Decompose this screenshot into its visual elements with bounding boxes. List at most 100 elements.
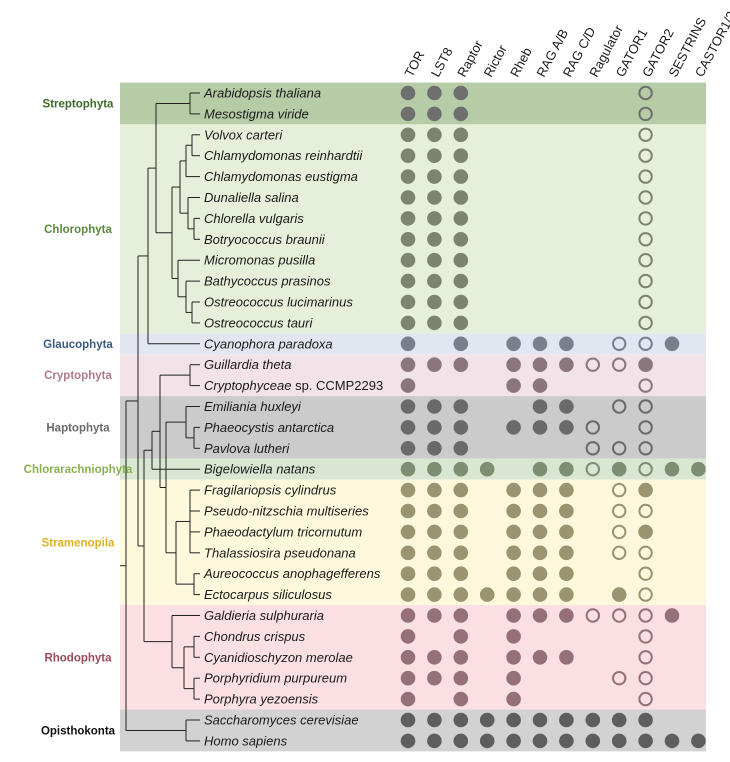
present-marker: [453, 733, 469, 749]
partial-marker: [585, 420, 600, 435]
partial-marker: [612, 482, 627, 498]
present-marker: [400, 733, 416, 749]
present-marker: [400, 587, 416, 602]
present-marker: [400, 461, 416, 477]
clade-label-chlorophyta: Chlorophyta: [44, 224, 112, 236]
present-marker: [506, 420, 521, 435]
species-name: Aureococcus anophagefferens: [203, 566, 381, 581]
present-marker: [400, 712, 416, 728]
partial-marker: [638, 691, 653, 707]
present-marker: [427, 294, 442, 310]
present-marker: [691, 733, 706, 749]
species-name-part: Pavlova lutheri: [204, 441, 290, 456]
species-name: Chlamydomonas eustigma: [204, 169, 358, 184]
clade-band-stramenopila: [120, 479, 706, 606]
present-marker: [611, 587, 627, 602]
present-marker: [532, 378, 548, 393]
column-header-rictor: Rictor: [481, 42, 510, 80]
present-marker: [400, 127, 416, 143]
species-name-part: Chlamydomonas reinhardtii: [204, 148, 363, 163]
species-name: Dunaliella salina: [204, 190, 299, 205]
present-marker: [400, 441, 416, 456]
species-name-part: Ectocarpus siliculosus: [204, 587, 332, 602]
present-marker: [559, 733, 574, 749]
present-marker: [506, 733, 521, 749]
present-marker: [453, 441, 469, 456]
species-name: Ostreococcus lucimarinus: [204, 295, 353, 310]
present-marker: [400, 211, 416, 226]
present-marker: [400, 670, 416, 686]
present-marker: [427, 211, 442, 226]
partial-marker: [612, 545, 627, 560]
present-marker: [532, 524, 548, 540]
presence-markers: [400, 85, 706, 749]
species-name: Saccharomyces cerevisiae: [204, 713, 359, 728]
present-marker: [400, 503, 416, 519]
present-marker: [506, 712, 521, 728]
present-marker: [611, 733, 627, 749]
species-name: Porphyra yezoensis: [204, 692, 319, 707]
partial-marker: [638, 336, 653, 351]
present-marker: [611, 461, 627, 477]
present-marker: [532, 566, 548, 581]
present-marker: [453, 545, 469, 561]
species-name-part: Phaeodactylum tricornutum: [204, 524, 362, 539]
present-marker: [559, 420, 574, 435]
partial-marker: [638, 545, 653, 560]
species-name-part: Cyanidioschyzon merolae: [204, 650, 353, 665]
species-name: Mesostigma viride: [204, 106, 309, 121]
present-marker: [532, 461, 548, 477]
partial-marker: [612, 336, 627, 351]
present-marker: [427, 441, 442, 456]
present-marker: [400, 85, 416, 101]
species-name: Chlamydomonas reinhardtii: [204, 148, 363, 163]
partial-marker: [638, 85, 653, 101]
present-marker: [427, 461, 442, 477]
column-header-lst8: LST8: [428, 45, 456, 79]
present-marker: [664, 733, 680, 749]
present-marker: [427, 608, 442, 623]
present-marker: [559, 461, 574, 477]
present-marker: [453, 587, 469, 602]
present-marker: [400, 524, 416, 540]
species-name-part: Cyanophora paradoxa: [204, 336, 333, 351]
present-marker: [506, 587, 521, 602]
present-marker: [559, 336, 574, 352]
present-marker: [611, 712, 627, 728]
present-marker: [427, 315, 442, 331]
present-marker: [559, 608, 574, 623]
present-marker: [427, 399, 442, 414]
present-marker: [559, 524, 574, 540]
partial-marker: [638, 608, 653, 623]
partial-marker: [638, 127, 653, 143]
phylogenetic-tree: [120, 92, 200, 742]
species-name: Thalassiosira pseudonana: [204, 545, 356, 560]
present-marker: [427, 357, 442, 373]
partial-marker: [638, 253, 653, 268]
species-name-part: Thalassiosira pseudonana: [204, 545, 356, 560]
species-name: Micromonas pusilla: [204, 253, 315, 268]
species-name: Pseudo-nitzschia multiseries: [204, 504, 369, 519]
present-marker: [559, 566, 574, 581]
species-name-part: Ostreococcus tauri: [204, 315, 313, 330]
present-marker: [427, 503, 442, 519]
species-name: Botryococcus braunii: [204, 232, 326, 247]
present-marker: [453, 106, 469, 122]
species-name-part: Chlorella vulgaris: [204, 211, 304, 226]
species-name: Volvox carteri: [204, 127, 283, 142]
species-name: Chondrus crispus: [204, 629, 306, 644]
present-marker: [400, 232, 416, 247]
present-marker: [400, 420, 416, 435]
species-name: Porphyridium purpureum: [204, 671, 347, 686]
partial-marker: [638, 148, 653, 163]
present-marker: [453, 169, 469, 184]
species-name-part: Micromonas pusilla: [204, 253, 315, 268]
partial-marker: [638, 503, 653, 519]
partial-marker: [612, 399, 627, 414]
present-marker: [453, 503, 469, 519]
present-marker: [400, 650, 416, 665]
present-marker: [532, 733, 548, 749]
species-name: Fragilariopsis cylindrus: [204, 483, 337, 498]
present-marker: [427, 148, 442, 163]
species-name: Galdieria sulphuraria: [204, 608, 324, 623]
